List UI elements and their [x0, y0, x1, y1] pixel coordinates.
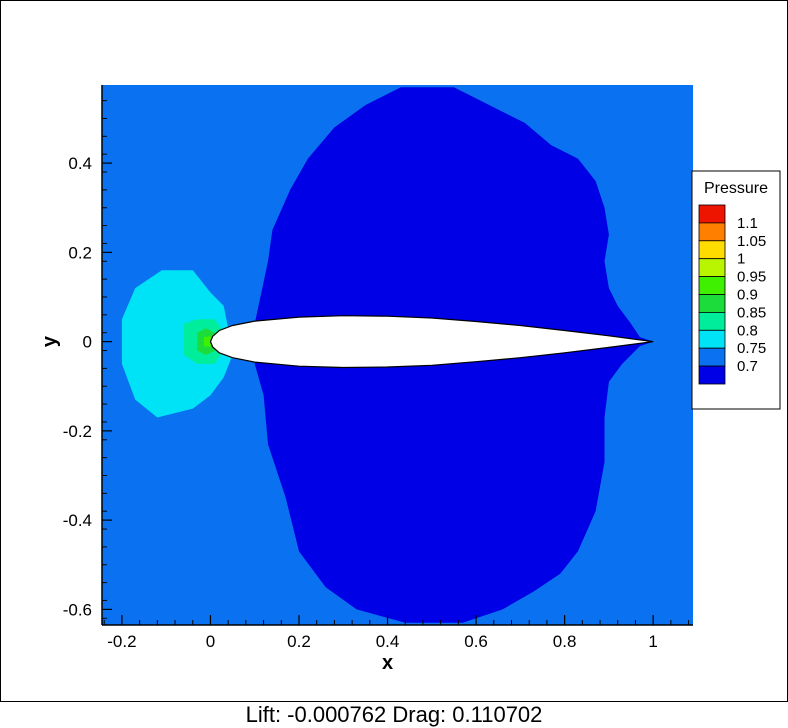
x-tick-label-5: 0.8	[553, 632, 577, 651]
legend-swatch-7	[698, 329, 726, 349]
contour-region-5	[203, 336, 214, 347]
legend-swatch-2	[698, 240, 726, 260]
airfoil-shape	[209, 315, 654, 369]
legend-swatch-8	[698, 347, 726, 367]
y-tick-label-3: -0.2	[63, 422, 92, 441]
y-tick-label-1: 0.2	[68, 243, 92, 262]
x-tick-label-1: 0	[206, 632, 215, 651]
y-tick-label-4: -0.4	[63, 511, 92, 530]
contour-region-2	[121, 270, 233, 418]
x-tick-label-6: 1	[648, 632, 657, 651]
x-tick-label-2: 0.2	[287, 632, 311, 651]
contour-field	[102, 85, 693, 625]
legend-label-8: 0.7	[737, 358, 758, 375]
legend-swatch-6	[698, 311, 726, 331]
legend-swatch-5	[698, 294, 726, 313]
legend-swatch-0	[698, 204, 726, 224]
legend-swatch-4	[698, 276, 726, 295]
legend-label-4: 0.9	[737, 287, 758, 304]
x-tick-label-3: 0.4	[376, 632, 400, 651]
x-tick-label-4: 0.6	[464, 632, 488, 651]
x-tick-label-0: -0.2	[107, 632, 136, 651]
legend-title: Pressure	[704, 180, 768, 197]
legend-label-5: 0.85	[737, 304, 766, 321]
legend-label-3: 0.95	[737, 269, 766, 286]
legend-swatch-3	[698, 258, 726, 278]
legend-swatch-9	[698, 365, 726, 385]
legend-label-7: 0.75	[737, 340, 766, 357]
lift-drag-readout: Lift: -0.000762 Drag: 0.110702	[245, 702, 543, 727]
legend-label-0: 1.1	[737, 215, 758, 232]
y-tick-label-2: 0	[83, 333, 92, 352]
legend-label-2: 1	[737, 251, 745, 268]
legend-swatch-1	[698, 222, 726, 242]
legend-label-1: 1.05	[737, 233, 766, 250]
y-axis-title: y	[39, 335, 61, 347]
legend-label-6: 0.8	[737, 322, 758, 339]
x-axis-title: x	[382, 652, 393, 674]
y-tick-label-5: -0.6	[63, 600, 92, 619]
y-tick-label-0: 0.4	[68, 154, 92, 173]
